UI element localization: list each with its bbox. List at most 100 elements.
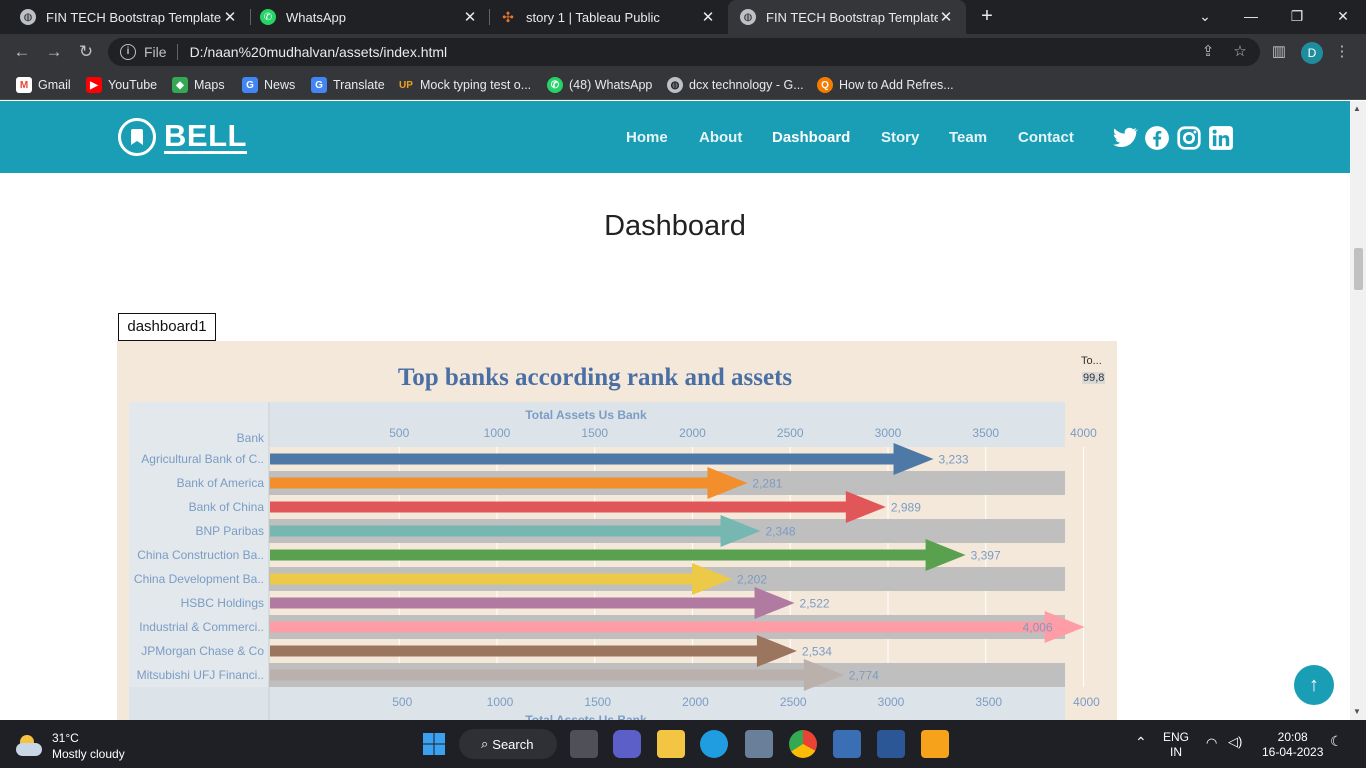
x-tick-label-top: 1500 <box>581 426 608 440</box>
file-explorer-icon[interactable] <box>657 730 685 758</box>
bar-arrowhead[interactable] <box>925 539 966 571</box>
x-tick-label-bottom: 3000 <box>878 695 905 709</box>
minimize-button[interactable]: — <box>1244 8 1258 24</box>
taskbar-search[interactable]: ⌕ Search <box>459 729 557 759</box>
bookmark-typing[interactable]: UP Mock typing test o... <box>398 76 531 94</box>
volume-icon[interactable]: ◁) <box>1228 734 1243 749</box>
bookmark-label: Maps <box>194 78 225 92</box>
scroll-up-icon[interactable]: ▲ <box>1353 104 1361 113</box>
twitter-icon[interactable] <box>1112 125 1138 151</box>
weather-widget[interactable]: 31°C Mostly cloudy <box>16 730 125 762</box>
bookmark-gmail[interactable]: M Gmail <box>16 76 71 94</box>
close-tab-icon[interactable]: ✕ <box>939 9 953 26</box>
facebook-icon[interactable] <box>1144 125 1170 151</box>
bookmark-dcx[interactable]: ◍ dcx technology - G... <box>667 76 804 94</box>
tab-whatsapp[interactable]: ✆ WhatsApp ✕ <box>248 0 490 34</box>
bookmark-refresh[interactable]: Q How to Add Refres... <box>817 76 954 94</box>
info-icon[interactable]: i <box>120 44 136 60</box>
clock[interactable]: 20:08 16-04-2023 <box>1262 730 1323 760</box>
bar-arrowhead[interactable] <box>803 659 844 691</box>
page-scrollbar[interactable]: ▲ ▼ <box>1350 101 1366 720</box>
scroll-down-icon[interactable]: ▼ <box>1353 707 1361 716</box>
bar-arrowhead[interactable] <box>893 443 934 475</box>
bookmark-maps[interactable]: ◆ Maps <box>172 76 225 94</box>
bar[interactable] <box>270 645 758 657</box>
profile-avatar[interactable]: D <box>1301 42 1323 64</box>
language-indicator[interactable]: ENG IN <box>1163 730 1189 760</box>
instagram-icon[interactable] <box>1176 125 1202 151</box>
nav-home[interactable]: Home <box>626 129 668 146</box>
tab-search-icon[interactable]: ⌄ <box>1199 8 1211 24</box>
share-icon[interactable]: ⇪ <box>1201 43 1215 60</box>
linkedin-icon[interactable] <box>1208 125 1234 151</box>
close-tab-icon[interactable]: ✕ <box>463 9 477 26</box>
tableau-viz[interactable]: Top banks according rank and assets Tota… <box>117 341 1117 720</box>
nav-contact[interactable]: Contact <box>1018 129 1074 146</box>
globe-icon: ◍ <box>667 77 683 93</box>
bar[interactable] <box>270 501 847 513</box>
nav-team[interactable]: Team <box>949 129 988 146</box>
search-icon: ⌕ <box>481 736 489 751</box>
bookmark-news[interactable]: G News <box>242 76 295 94</box>
close-window-button[interactable]: ✕ <box>1337 8 1349 24</box>
forward-icon[interactable]: → <box>45 42 63 61</box>
bar[interactable] <box>270 621 1046 633</box>
bookmark-label: News <box>264 78 296 92</box>
back-icon[interactable]: ← <box>13 42 31 61</box>
windows-start-icon[interactable] <box>420 730 448 758</box>
nav-about[interactable]: About <box>699 129 743 146</box>
bar-arrowhead[interactable] <box>756 635 797 667</box>
back-to-top-button[interactable]: ↑ <box>1294 665 1334 705</box>
close-tab-icon[interactable]: ✕ <box>701 9 715 26</box>
edge-icon[interactable] <box>700 730 728 758</box>
wifi-icon[interactable]: ◠ <box>1206 735 1218 750</box>
task-view-icon[interactable] <box>570 730 598 758</box>
bar[interactable] <box>270 669 805 681</box>
chrome-icon[interactable] <box>789 730 817 758</box>
top-axis-panel <box>269 402 1065 447</box>
bar-arrowhead[interactable] <box>691 563 732 595</box>
new-tab-button[interactable]: + <box>981 5 993 27</box>
site-logo[interactable]: BELL <box>118 118 247 156</box>
bar-arrowhead[interactable] <box>845 491 886 523</box>
bar[interactable] <box>270 549 927 561</box>
viz-tab-label[interactable]: dashboard1 <box>118 313 216 341</box>
side-panel-icon[interactable]: ▥ <box>1271 43 1287 60</box>
reload-icon[interactable]: ↻ <box>78 42 94 61</box>
bookmark-whatsapp[interactable]: ✆ (48) WhatsApp <box>547 76 652 94</box>
menu-icon[interactable]: ⋮ <box>1334 43 1350 60</box>
teams-icon[interactable] <box>613 730 641 758</box>
tab-tableau[interactable]: ✣ story 1 | Tableau Public ✕ <box>488 0 728 34</box>
x-tick-label-bottom: 2500 <box>780 695 807 709</box>
sublime-icon[interactable] <box>921 730 949 758</box>
tab-fintech-active[interactable]: ◍ FIN TECH Bootstrap Template ✕ <box>728 0 966 34</box>
bookmark-translate[interactable]: G Translate <box>311 76 385 94</box>
chevron-up-icon[interactable]: ⌃ <box>1135 734 1147 750</box>
bar[interactable] <box>270 573 693 585</box>
bar[interactable] <box>270 525 722 537</box>
bar[interactable] <box>270 477 709 489</box>
night-light-icon[interactable]: ☾ <box>1330 733 1343 749</box>
tableau-icon[interactable] <box>833 730 861 758</box>
scrollbar-thumb[interactable] <box>1354 248 1363 290</box>
bar-arrowhead[interactable] <box>754 587 795 619</box>
close-tab-icon[interactable]: ✕ <box>223 9 237 26</box>
vscode-icon[interactable] <box>877 730 905 758</box>
bar[interactable] <box>270 597 756 609</box>
bar[interactable] <box>270 453 895 465</box>
bookmark-youtube[interactable]: ▶ YouTube <box>86 76 157 94</box>
bar-arrowhead[interactable] <box>1044 611 1085 643</box>
value-label: 4,006 <box>1023 621 1053 635</box>
address-field[interactable]: i File D:/naan%20mudhalvan/assets/index.… <box>108 38 1260 66</box>
tab-fintech-1[interactable]: ◍ FIN TECH Bootstrap Template ✕ <box>8 0 250 34</box>
nav-dashboard[interactable]: Dashboard <box>772 129 851 146</box>
nav-story[interactable]: Story <box>881 129 920 146</box>
bar-arrowhead[interactable] <box>720 515 761 547</box>
restore-button[interactable]: ❐ <box>1290 8 1304 24</box>
value-label: 2,534 <box>802 645 832 659</box>
star-icon[interactable]: ☆ <box>1233 43 1247 60</box>
photos-icon[interactable] <box>745 730 773 758</box>
tab-bar: ◍ FIN TECH Bootstrap Template ✕ ✆ WhatsA… <box>0 0 1366 34</box>
x-tick-label-bottom: 500 <box>392 695 412 709</box>
bar-arrowhead[interactable] <box>707 467 748 499</box>
